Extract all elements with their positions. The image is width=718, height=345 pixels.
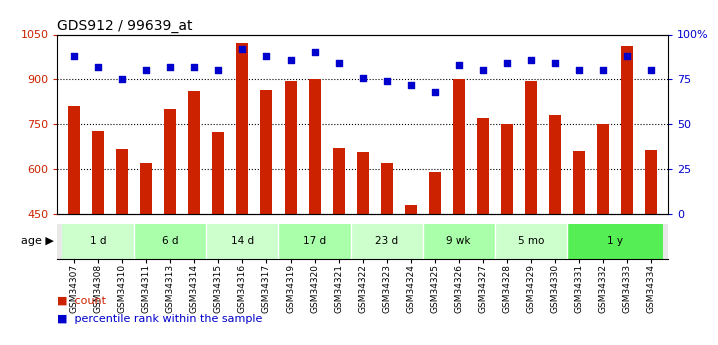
- Bar: [206, 224, 279, 259]
- Point: [237, 46, 248, 52]
- Point: [141, 68, 152, 73]
- Point: [164, 64, 176, 70]
- Bar: [567, 224, 663, 259]
- Point: [261, 53, 272, 59]
- Point: [597, 68, 609, 73]
- Text: 5 mo: 5 mo: [518, 237, 544, 246]
- Bar: [284, 81, 297, 214]
- Bar: [116, 149, 129, 214]
- Point: [285, 57, 297, 62]
- Text: 1 d: 1 d: [90, 237, 106, 246]
- Bar: [500, 124, 513, 214]
- Bar: [429, 172, 441, 214]
- Point: [573, 68, 584, 73]
- Bar: [279, 224, 350, 259]
- Point: [357, 75, 368, 80]
- Bar: [381, 163, 393, 214]
- Bar: [405, 205, 416, 214]
- Point: [525, 57, 536, 62]
- Bar: [188, 91, 200, 214]
- Bar: [495, 224, 567, 259]
- Bar: [350, 224, 423, 259]
- Text: 1 y: 1 y: [607, 237, 623, 246]
- Bar: [597, 124, 609, 214]
- Text: 9 wk: 9 wk: [447, 237, 471, 246]
- Text: 6 d: 6 d: [162, 237, 179, 246]
- Bar: [573, 151, 585, 214]
- Bar: [645, 150, 657, 214]
- Bar: [477, 118, 489, 214]
- Point: [645, 68, 657, 73]
- Text: ■  percentile rank within the sample: ■ percentile rank within the sample: [57, 314, 263, 324]
- Point: [501, 60, 513, 66]
- Bar: [164, 109, 177, 214]
- Point: [621, 53, 633, 59]
- Point: [477, 68, 488, 73]
- Bar: [549, 115, 561, 214]
- Text: 17 d: 17 d: [303, 237, 326, 246]
- Bar: [93, 131, 104, 214]
- Bar: [357, 152, 368, 214]
- Bar: [452, 79, 465, 214]
- Point: [549, 60, 561, 66]
- Bar: [309, 79, 320, 214]
- Bar: [140, 163, 152, 214]
- Bar: [423, 224, 495, 259]
- Bar: [621, 47, 633, 214]
- Bar: [261, 90, 273, 214]
- Point: [189, 64, 200, 70]
- Point: [116, 77, 128, 82]
- Bar: [332, 148, 345, 214]
- Point: [381, 78, 392, 84]
- Point: [309, 50, 320, 55]
- Text: 23 d: 23 d: [375, 237, 398, 246]
- Point: [333, 60, 345, 66]
- Bar: [525, 81, 537, 214]
- Bar: [236, 43, 248, 214]
- Bar: [213, 132, 225, 214]
- Bar: [134, 224, 206, 259]
- Bar: [62, 224, 134, 259]
- Point: [405, 82, 416, 88]
- Text: GDS912 / 99639_at: GDS912 / 99639_at: [57, 19, 193, 33]
- Point: [93, 64, 104, 70]
- Text: age ▶: age ▶: [21, 237, 54, 246]
- Bar: [68, 106, 80, 214]
- Point: [453, 62, 465, 68]
- Text: ■  count: ■ count: [57, 295, 106, 305]
- Point: [68, 53, 80, 59]
- Point: [429, 89, 440, 95]
- Text: 14 d: 14 d: [231, 237, 254, 246]
- Point: [213, 68, 224, 73]
